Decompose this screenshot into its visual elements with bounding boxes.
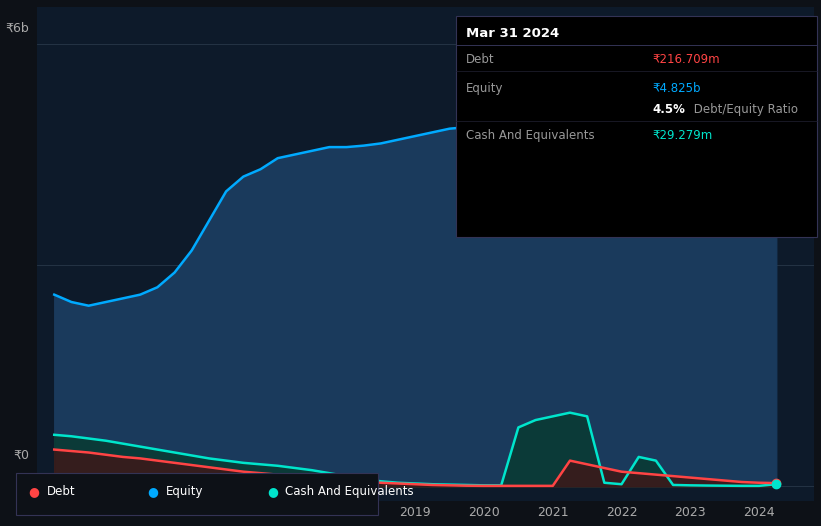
Text: ₹0: ₹0 <box>13 449 30 462</box>
Text: ●: ● <box>148 485 158 498</box>
Text: Debt: Debt <box>466 53 494 66</box>
Text: ₹4.825b: ₹4.825b <box>653 82 701 95</box>
Text: Debt: Debt <box>47 485 76 498</box>
Text: Mar 31 2024: Mar 31 2024 <box>466 27 559 40</box>
Text: Debt/Equity Ratio: Debt/Equity Ratio <box>690 103 798 116</box>
Text: 4.5%: 4.5% <box>653 103 686 116</box>
Text: Equity: Equity <box>466 82 503 95</box>
Text: ₹6b: ₹6b <box>6 22 30 35</box>
Text: Cash And Equivalents: Cash And Equivalents <box>285 485 414 498</box>
Text: Equity: Equity <box>166 485 204 498</box>
Text: Cash And Equivalents: Cash And Equivalents <box>466 129 594 143</box>
Text: ●: ● <box>267 485 277 498</box>
Text: ₹216.709m: ₹216.709m <box>653 53 720 66</box>
Text: ●: ● <box>29 485 39 498</box>
Text: ₹29.279m: ₹29.279m <box>653 129 713 143</box>
